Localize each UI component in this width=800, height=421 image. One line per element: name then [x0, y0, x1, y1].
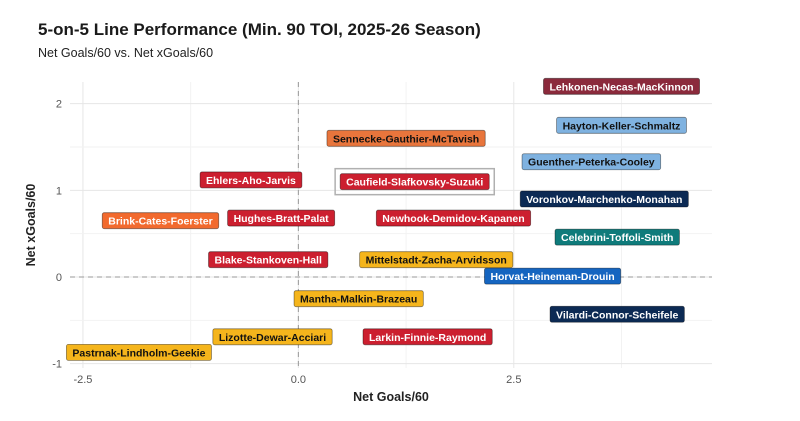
point-label-box	[484, 267, 622, 285]
point-label: Hayton-Keller-Schmaltz	[556, 116, 687, 134]
point-label-text: Larkin-Finnie-Raymond	[369, 332, 486, 344]
point-label: Celebrini-Toffoli-Smith	[554, 228, 680, 246]
point-label-text: Caufield-Slafkovsky-Suzuki	[346, 177, 483, 189]
y-tick-label: 1	[56, 185, 62, 197]
point-label: Caufield-Slafkovsky-Suzuki	[334, 167, 496, 196]
point-label: Brink-Cates-Foerster	[101, 212, 220, 230]
chart-title: 5-on-5 Line Performance (Min. 90 TOI, 20…	[38, 20, 481, 39]
point-label: Blake-Stankoven-Hall	[208, 251, 329, 269]
point-label-text: Vilardi-Connor-Scheifele	[556, 309, 678, 321]
point-label-text: Newhook-Demidov-Kapanen	[382, 213, 524, 225]
y-tick-label: 2	[56, 99, 62, 111]
point-label-text: Horvat-Heineman-Drouin	[490, 271, 614, 283]
point-label-box	[556, 116, 687, 134]
data-points: Lehkonen-Necas-MacKinnon Hayton-Keller-Sc…	[66, 77, 700, 361]
x-axis-label: Net Goals/60	[353, 390, 429, 404]
point-label-box	[375, 209, 532, 227]
point-label: Voronkov-Marchenko-Monahan	[519, 190, 689, 208]
point-label: Vilardi-Connor-Scheifele	[549, 305, 685, 323]
point-label-text: Brink-Cates-Foerster	[108, 216, 212, 228]
point-label: Pastrnak-Lindholm-Geekie	[66, 343, 212, 361]
point-label: Mantha-Malkin-Brazeau	[293, 290, 424, 308]
point-label-box	[326, 129, 486, 147]
x-tick-label: 2.5	[506, 374, 521, 386]
point-label-box	[199, 171, 303, 189]
y-tick-label: -1	[52, 359, 62, 371]
point-label-box	[549, 305, 685, 323]
point-label-text: Guenther-Peterka-Cooley	[528, 157, 655, 169]
chart-subtitle: Net Goals/60 vs. Net xGoals/60	[38, 46, 214, 60]
point-label: Lehkonen-Necas-MacKinnon	[543, 77, 700, 95]
point-label-box	[554, 228, 680, 246]
point-label: Horvat-Heineman-Drouin	[484, 267, 622, 285]
y-axis-label: Net xGoals/60	[24, 184, 38, 267]
point-label-box	[521, 153, 662, 171]
point-label-text: Hughes-Bratt-Palat	[234, 213, 330, 225]
point-label-box	[66, 343, 212, 361]
point-label: Sennecke-Gauthier-McTavish	[326, 129, 486, 147]
point-label: Lizotte-Dewar-Acciari	[212, 328, 333, 346]
point-label-text: Pastrnak-Lindholm-Geekie	[72, 347, 205, 359]
point-label-box	[101, 212, 220, 230]
point-label-box	[362, 328, 493, 346]
point-label-box	[359, 251, 514, 269]
x-tick-label: -2.5	[73, 374, 92, 386]
highlight-box	[334, 167, 496, 196]
point-label-text: Celebrini-Toffoli-Smith	[561, 232, 673, 244]
point-label-box	[339, 173, 490, 191]
point-label-text: Voronkov-Marchenko-Monahan	[526, 194, 682, 206]
tick-labels: -2.5 0.0 2.5 -1 0 1 2	[52, 99, 521, 386]
point-label: Mittelstadt-Zacha-Arvidsson	[359, 251, 514, 269]
point-label-box	[208, 251, 329, 269]
point-label: Larkin-Finnie-Raymond	[362, 328, 493, 346]
y-tick-label: 0	[56, 272, 62, 284]
point-label-text: Sennecke-Gauthier-McTavish	[333, 133, 479, 145]
point-label-text: Ehlers-Aho-Jarvis	[206, 175, 296, 187]
point-label: Ehlers-Aho-Jarvis	[199, 171, 303, 189]
point-label-box	[212, 328, 333, 346]
point-label-box	[293, 290, 424, 308]
x-tick-label: 0.0	[291, 374, 306, 386]
point-label-text: Mittelstadt-Zacha-Arvidsson	[366, 255, 507, 267]
point-label-text: Hayton-Keller-Schmaltz	[563, 120, 681, 132]
point-label: Hughes-Bratt-Palat	[227, 209, 336, 227]
point-label-text: Lizotte-Dewar-Acciari	[219, 332, 326, 344]
point-label-text: Lehkonen-Necas-MacKinnon	[549, 81, 693, 93]
point-label-box	[543, 77, 700, 95]
point-label-box	[227, 209, 336, 227]
point-label-box	[519, 190, 689, 208]
point-label-text: Mantha-Malkin-Brazeau	[300, 294, 417, 306]
point-label: Guenther-Peterka-Cooley	[521, 153, 662, 171]
point-label-text: Blake-Stankoven-Hall	[215, 255, 322, 267]
point-label: Newhook-Demidov-Kapanen	[375, 209, 532, 227]
